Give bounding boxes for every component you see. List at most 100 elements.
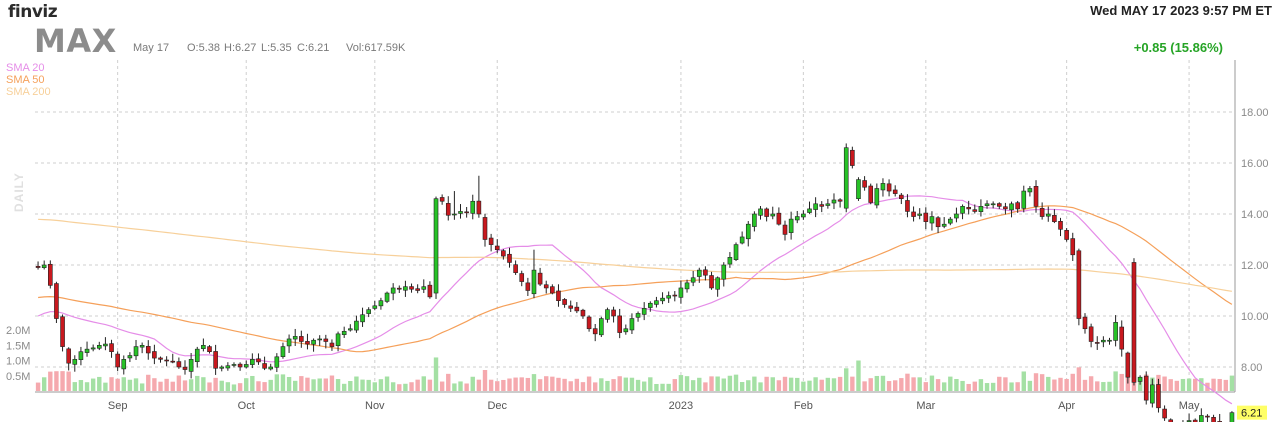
candle-body bbox=[452, 213, 457, 216]
volume-bar bbox=[1101, 382, 1106, 391]
candle-body bbox=[1009, 203, 1014, 211]
volume-bar bbox=[1046, 376, 1051, 391]
volume-bar bbox=[323, 378, 329, 391]
volume-bar bbox=[195, 375, 200, 391]
volume-bar bbox=[378, 379, 384, 391]
candle-body bbox=[501, 250, 506, 257]
volume-bar bbox=[1174, 380, 1180, 391]
volume-bar bbox=[109, 377, 114, 391]
volume-bar bbox=[941, 382, 947, 391]
candle-body bbox=[690, 277, 696, 283]
volume-bar bbox=[507, 378, 512, 391]
volume-bar bbox=[690, 380, 696, 391]
month-tick-label: Nov bbox=[365, 400, 385, 412]
candle-body bbox=[164, 359, 169, 362]
candle-body bbox=[158, 357, 163, 360]
candle-body bbox=[152, 351, 157, 359]
volume-bar bbox=[403, 383, 408, 391]
volume-bar bbox=[593, 382, 598, 391]
candle-body bbox=[1039, 208, 1045, 217]
candle-body bbox=[354, 320, 359, 331]
ohlc-volume: Vol:617.59K bbox=[346, 42, 406, 54]
candle-body bbox=[764, 208, 769, 217]
candle-body bbox=[243, 364, 249, 368]
volume-bar bbox=[605, 380, 610, 391]
candle-body bbox=[586, 316, 592, 330]
volume-bar bbox=[133, 378, 139, 391]
candle-body bbox=[1033, 186, 1039, 207]
volume-bar bbox=[1217, 378, 1222, 391]
candle-body bbox=[1064, 230, 1069, 240]
volume-bar bbox=[1193, 378, 1198, 391]
volume-bar bbox=[678, 375, 684, 391]
volume-bar bbox=[35, 382, 41, 391]
finviz-logo[interactable]: finviz bbox=[8, 2, 58, 22]
candle-body bbox=[966, 207, 971, 210]
volume-bar bbox=[660, 383, 665, 391]
volume-bar bbox=[1064, 378, 1069, 391]
volume-bar bbox=[341, 383, 347, 391]
volume-bar bbox=[1039, 374, 1045, 391]
volume-bar bbox=[837, 376, 843, 391]
volume-bar bbox=[1229, 375, 1235, 391]
volume-tick-label: 0.5M bbox=[6, 371, 30, 383]
candle-body bbox=[666, 295, 671, 299]
candle-body bbox=[1150, 384, 1155, 404]
volume-bar bbox=[329, 375, 335, 391]
candle-body bbox=[960, 206, 965, 214]
candle-body bbox=[990, 203, 996, 206]
candle-body bbox=[188, 359, 194, 372]
volume-bar bbox=[299, 376, 304, 391]
price-tick-label: 8.00 bbox=[1241, 362, 1262, 374]
candle-body bbox=[905, 200, 910, 212]
volume-bar bbox=[795, 377, 800, 391]
candle-body bbox=[715, 277, 720, 290]
volume-bar bbox=[758, 382, 763, 391]
candle-body bbox=[801, 213, 806, 218]
candle-body bbox=[856, 179, 861, 199]
candle-body bbox=[35, 265, 41, 268]
last-price-tag bbox=[1237, 405, 1267, 420]
candle-body bbox=[721, 264, 727, 280]
candle-body bbox=[317, 338, 322, 341]
volume-bar bbox=[972, 381, 977, 391]
volume-bar bbox=[225, 382, 231, 391]
month-tick-label: Feb bbox=[794, 400, 813, 412]
volume-bar bbox=[746, 380, 751, 391]
month-tick-label: Dec bbox=[487, 400, 507, 412]
candle-body bbox=[935, 217, 941, 228]
candle-body bbox=[1211, 416, 1216, 422]
volume-bar bbox=[170, 381, 175, 391]
candle-body bbox=[745, 223, 751, 240]
volume-bar bbox=[464, 383, 469, 391]
candle-body bbox=[568, 305, 574, 309]
candle-body bbox=[972, 209, 978, 212]
volume-bar bbox=[470, 376, 475, 391]
volume-bar bbox=[776, 380, 782, 391]
volume-bar bbox=[476, 379, 482, 391]
volume-bar bbox=[158, 381, 163, 391]
candle-body bbox=[599, 318, 604, 336]
candle-body bbox=[329, 342, 335, 347]
volume-tick-label: 1.0M bbox=[6, 356, 30, 368]
candle-body bbox=[439, 197, 445, 202]
month-tick-label: Mar bbox=[916, 400, 935, 412]
volume-bar bbox=[911, 377, 916, 391]
volume-bar bbox=[335, 379, 341, 391]
candle-body bbox=[696, 269, 702, 277]
volume-bar bbox=[917, 377, 922, 391]
volume-bar bbox=[1223, 379, 1229, 391]
volume-bar bbox=[525, 377, 531, 391]
volume-bar bbox=[635, 379, 641, 391]
candle-body bbox=[409, 286, 414, 290]
volume-bar bbox=[409, 382, 414, 391]
candle-body bbox=[837, 199, 843, 202]
volume-bar bbox=[482, 370, 488, 391]
volume-bar bbox=[862, 381, 867, 391]
candle-body bbox=[311, 339, 316, 345]
candle-body bbox=[292, 336, 298, 340]
volume-bar bbox=[60, 371, 65, 391]
volume-bar bbox=[697, 377, 702, 391]
candle-body bbox=[60, 316, 65, 347]
